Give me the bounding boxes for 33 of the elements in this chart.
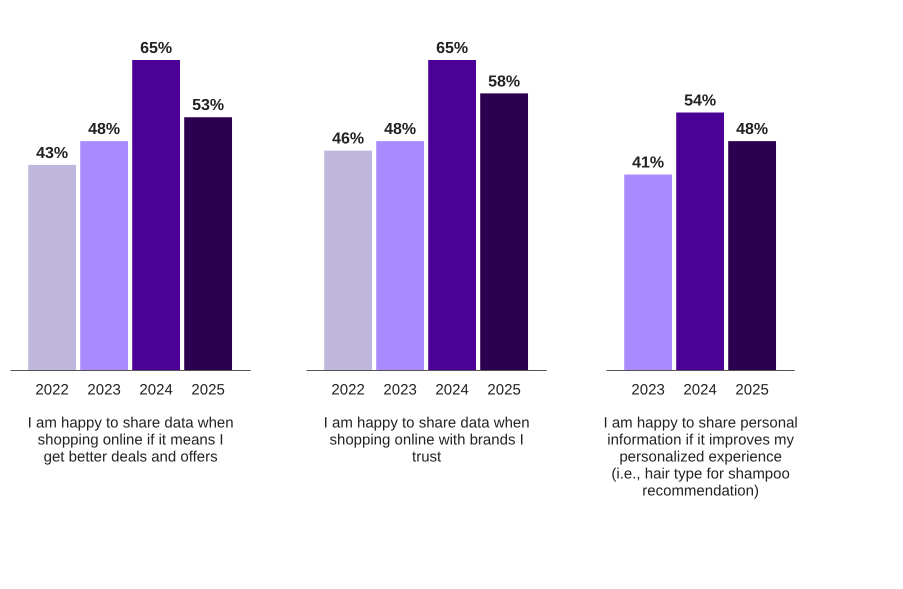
x-axis-title: I am happy to share data when shopping online with brands I trust (324, 414, 530, 466)
x-tick-label: 2024 (139, 382, 173, 398)
bar (132, 60, 180, 370)
x-tick-label: 2024 (435, 382, 469, 398)
data-label: 58% (488, 73, 520, 90)
x-tick-label: 2023 (87, 382, 121, 398)
x-tick-label: 2024 (683, 382, 717, 398)
bar (480, 93, 528, 370)
bar (376, 141, 424, 370)
data-label: 54% (684, 92, 716, 110)
x-tick-label: 2025 (735, 382, 769, 398)
bar (324, 150, 372, 370)
bar (28, 164, 76, 370)
data-label: 46% (332, 130, 364, 148)
x-axis-title: I am happy to share personal information if it improves my personalized experience (i.e., hair type for shampoo recommendation) (603, 414, 798, 500)
data-label: 65% (140, 40, 172, 57)
x-axis-title: I am happy to share data when shopping online if it means I get better deals and offers (28, 414, 234, 466)
x-tick-label: 2025 (487, 382, 521, 398)
x-tick-label: 2022 (331, 382, 365, 398)
bar (428, 60, 476, 370)
x-tick-label: 2022 (35, 382, 69, 398)
data-label: 41% (632, 154, 664, 172)
data-label: 48% (88, 121, 120, 138)
bar (184, 117, 232, 370)
data-label: 65% (436, 40, 468, 57)
x-tick-label: 2023 (631, 382, 665, 398)
x-tick-label: 2025 (191, 382, 225, 398)
data-label: 48% (736, 121, 768, 138)
data-label: 53% (192, 97, 224, 114)
bar (80, 141, 128, 370)
data-label: 48% (384, 121, 416, 138)
x-tick-label: 2023 (383, 382, 417, 398)
data-label: 43% (36, 144, 68, 162)
